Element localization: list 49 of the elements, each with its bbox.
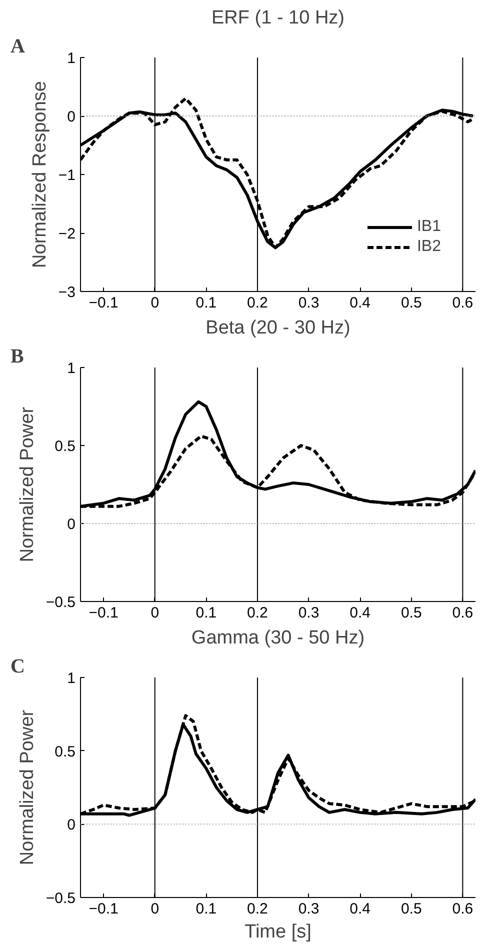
y-tick-label: −2 bbox=[58, 226, 76, 242]
y-tick-label: −0.5 bbox=[46, 594, 76, 611]
x-tick-label: −0.1 bbox=[88, 604, 118, 622]
x-tick-label: 0.2 bbox=[247, 604, 268, 622]
y-tick-label: 0 bbox=[67, 108, 76, 126]
y-tick-label: −0.5 bbox=[46, 890, 76, 907]
x-tick-label: 0.2 bbox=[247, 900, 268, 918]
x-tick-label: 0 bbox=[150, 900, 160, 918]
legend-label: IB2 bbox=[416, 238, 441, 256]
y-tick-label: 1 bbox=[67, 670, 76, 687]
y-tick-label: 0 bbox=[67, 516, 76, 533]
x-tick-label: 0.5 bbox=[400, 294, 422, 312]
y-axis-title: Normalized Power bbox=[16, 406, 38, 562]
chart-title: Gamma (30 - 50 Hz) bbox=[191, 628, 365, 648]
y-tick-label: −1 bbox=[58, 167, 76, 184]
x-tick-label: 0.6 bbox=[452, 900, 474, 918]
x-tick-label: 0.4 bbox=[350, 900, 371, 918]
y-axis-title: Normalized Power bbox=[16, 709, 38, 866]
y-tick-label: 1 bbox=[67, 50, 76, 67]
x-tick-label: −0.1 bbox=[88, 294, 118, 312]
x-tick-label: 0.4 bbox=[350, 294, 371, 312]
y-tick-label: −3 bbox=[58, 284, 76, 301]
x-tick-label: 0.5 bbox=[400, 900, 422, 918]
x-axis-title: Time [s] bbox=[244, 922, 312, 942]
x-tick-label: 0.3 bbox=[298, 900, 320, 918]
y-tick-label: 0.5 bbox=[54, 438, 76, 455]
x-tick-label: −0.1 bbox=[88, 900, 118, 918]
x-tick-label: 0.1 bbox=[196, 900, 217, 918]
x-tick-label: 0 bbox=[150, 604, 160, 622]
x-tick-label: 0.3 bbox=[298, 294, 320, 312]
text: A bbox=[10, 36, 26, 58]
y-tick-label: 0.5 bbox=[54, 743, 76, 760]
chart-title: ERF (1 - 10 Hz) bbox=[211, 8, 345, 28]
x-tick-label: 0.2 bbox=[247, 294, 268, 312]
y-tick-label: 0 bbox=[67, 816, 76, 834]
y-tick-label: 1 bbox=[67, 360, 76, 377]
x-tick-label: 0.6 bbox=[452, 604, 474, 622]
x-tick-label: 0.1 bbox=[196, 604, 217, 622]
text: B bbox=[10, 346, 24, 368]
x-tick-label: 0.5 bbox=[400, 604, 422, 622]
chart-title: Beta (20 - 30 Hz) bbox=[206, 318, 350, 338]
x-tick-label: 0.6 bbox=[452, 294, 474, 312]
legend-label: IB1 bbox=[416, 218, 441, 236]
text: C bbox=[10, 656, 25, 678]
x-tick-label: 0.3 bbox=[298, 604, 320, 622]
x-tick-label: 0.4 bbox=[350, 604, 371, 622]
y-axis-title: Normalized Response bbox=[29, 81, 50, 268]
x-tick-label: 0.1 bbox=[196, 294, 217, 312]
x-tick-label: 0 bbox=[150, 294, 160, 312]
